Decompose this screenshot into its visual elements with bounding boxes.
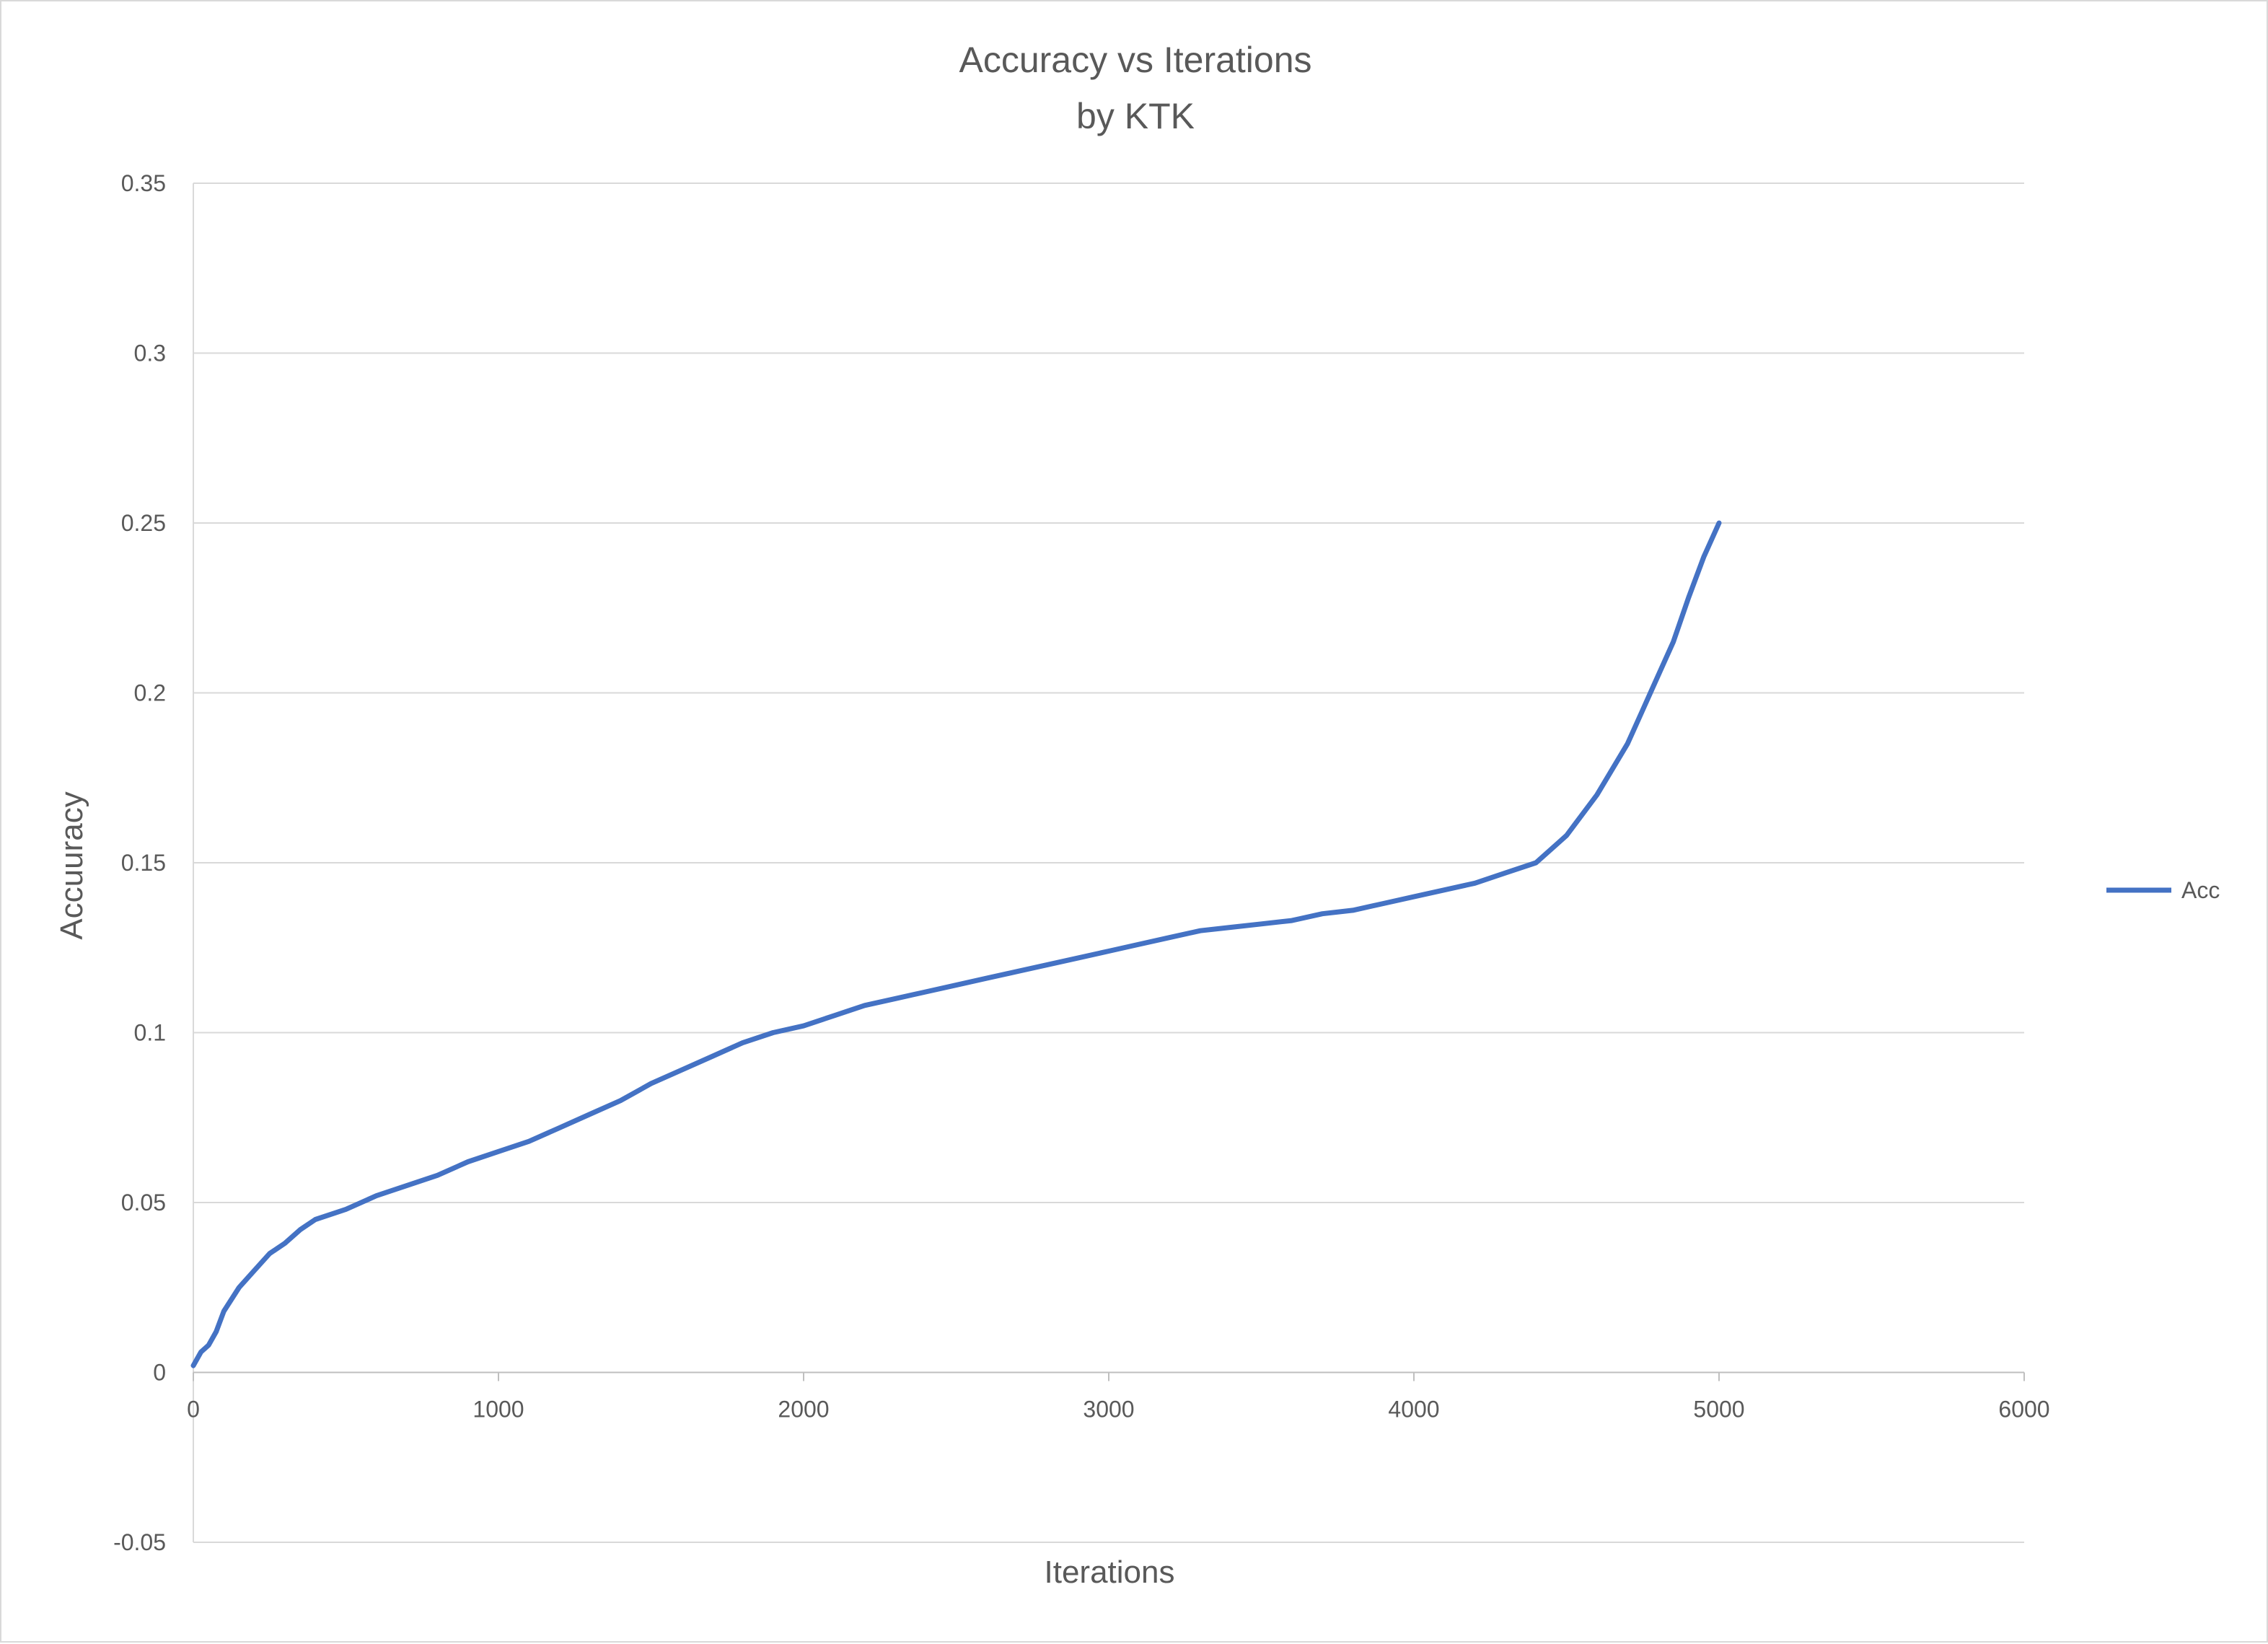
x-tick-label: 5000 — [1693, 1397, 1744, 1423]
chart-subtitle: by KTK — [1076, 96, 1195, 136]
data-point — [1076, 955, 1081, 960]
data-point — [267, 1251, 272, 1256]
chart-title: Accuracy vs Iterations — [959, 40, 1311, 80]
data-point — [527, 1139, 532, 1144]
data-point — [1656, 673, 1661, 678]
grid-lines — [193, 183, 2024, 1543]
y-tick-label: 0.05 — [121, 1190, 166, 1216]
x-tick-label: 4000 — [1388, 1397, 1439, 1423]
data-point — [1167, 935, 1172, 940]
y-tick-label: -0.05 — [113, 1529, 166, 1555]
data-point — [298, 1227, 303, 1232]
data-point — [435, 1173, 440, 1178]
y-tick-label: 0.35 — [121, 170, 166, 196]
data-point — [1503, 871, 1508, 876]
data-point — [1594, 792, 1599, 797]
data-point — [252, 1268, 257, 1273]
data-point — [1015, 969, 1020, 974]
data-point — [1350, 907, 1355, 913]
data-point — [343, 1207, 348, 1212]
data-point — [679, 1068, 684, 1073]
data-point — [1625, 742, 1630, 747]
y-tick-label: 0.3 — [134, 340, 166, 366]
data-point — [191, 1363, 195, 1368]
data-point — [832, 1013, 837, 1018]
data-point — [923, 990, 928, 994]
x-tick-labels: 0 1000 2000 3000 4000 5000 6000 — [187, 1397, 2049, 1423]
y-tick-label: 0.1 — [134, 1020, 166, 1046]
data-point — [892, 996, 897, 1001]
data-point — [1045, 962, 1050, 967]
y-axis-title: Accuuracy — [54, 791, 89, 939]
data-point — [214, 1329, 219, 1334]
data-point — [1671, 639, 1676, 644]
data-point — [1320, 911, 1325, 916]
data-point — [1412, 894, 1416, 900]
data-point — [801, 1024, 806, 1029]
data-point — [198, 1350, 203, 1355]
data-point — [1137, 942, 1142, 946]
y-tick-label: 0.2 — [134, 680, 166, 706]
data-point — [1472, 881, 1477, 886]
data-point — [1442, 887, 1447, 892]
data-point — [1289, 918, 1294, 923]
data-point — [465, 1159, 470, 1164]
axes — [193, 183, 2025, 1542]
data-point — [618, 1098, 623, 1103]
data-point — [1564, 833, 1569, 838]
data-point — [954, 983, 959, 988]
series-lines — [190, 520, 1722, 1368]
data-point — [649, 1081, 654, 1086]
data-point — [282, 1241, 287, 1246]
data-point — [1381, 901, 1386, 906]
data-point — [1107, 949, 1111, 954]
data-point — [313, 1217, 318, 1222]
data-point — [405, 1183, 410, 1188]
data-point — [237, 1285, 242, 1290]
data-point — [984, 976, 989, 981]
legend: Acc — [2106, 877, 2220, 903]
data-point — [587, 1112, 592, 1117]
y-tick-label: 0.25 — [121, 510, 166, 536]
x-tick-label: 6000 — [1998, 1397, 2049, 1423]
y-tick-labels: -0.05 0 0.05 0.1 0.15 0.2 0.25 0.3 0.35 — [113, 170, 166, 1555]
data-point — [1640, 708, 1645, 712]
x-tick-label: 0 — [187, 1397, 200, 1423]
x-tick-label: 1000 — [472, 1397, 524, 1423]
data-point — [740, 1040, 745, 1045]
data-point — [1259, 921, 1264, 926]
data-point — [1197, 928, 1203, 933]
data-point — [862, 1003, 867, 1008]
data-point — [710, 1054, 715, 1059]
data-point — [496, 1149, 501, 1154]
x-axis-title: Iterations — [1045, 1555, 1175, 1590]
data-point — [1717, 521, 1721, 525]
y-tick-label: 0 — [153, 1360, 166, 1386]
data-point — [1686, 595, 1691, 600]
data-point — [770, 1030, 775, 1035]
data-point — [1701, 555, 1706, 560]
x-tick-label: 3000 — [1083, 1397, 1134, 1423]
data-point — [206, 1342, 211, 1348]
data-point — [221, 1309, 227, 1314]
data-point — [374, 1193, 379, 1198]
series-line-0 — [190, 520, 1722, 1368]
data-point — [1228, 925, 1234, 930]
y-tick-label: 0.15 — [121, 850, 166, 876]
legend-label: Acc — [2181, 877, 2220, 903]
data-point — [1534, 861, 1539, 865]
data-point — [557, 1125, 562, 1130]
x-tick-label: 2000 — [778, 1397, 829, 1423]
